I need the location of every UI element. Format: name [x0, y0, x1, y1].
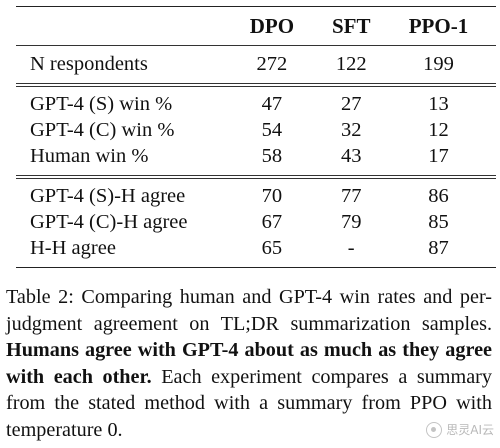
table-cell: 272	[256, 52, 288, 75]
table-cell: 43	[340, 144, 362, 167]
table-row: GPT-4 (C) win % 54 32 12	[6, 117, 492, 143]
table-row: GPT-4 (S) win % 47 27 13	[6, 91, 492, 117]
table-cell: 65	[261, 236, 283, 259]
caption-text: Table 2: Comparing human and GPT-4 win r…	[6, 286, 492, 335]
table-row: N respondents 272 122 199	[6, 51, 492, 77]
table-cell: 86	[428, 184, 449, 207]
table-header-row: DPO SFT PPO-1	[6, 11, 492, 41]
header-ppo1: PPO-1	[408, 13, 469, 38]
table-row: GPT-4 (S)-H agree 70 77 86	[6, 183, 492, 209]
row-label: GPT-4 (C)-H agree	[30, 210, 188, 233]
table-cell: 13	[428, 92, 449, 115]
caption-text-end: Each experiment compares a summary from …	[6, 365, 492, 441]
table-cell: 199	[423, 52, 454, 75]
table-row: GPT-4 (C)-H agree 67 79 85	[6, 209, 492, 235]
header-sft: SFT	[331, 13, 371, 38]
row-label: N respondents	[30, 52, 148, 75]
table-row: Human win % 58 43 17	[6, 143, 492, 169]
table-cell: 67	[261, 210, 283, 233]
caption-bold-text: Humans agree with GPT-4 about as much as…	[6, 339, 492, 388]
table-top-rule	[16, 6, 496, 7]
table-cell: 58	[261, 144, 283, 167]
table-cell: 87	[428, 236, 449, 259]
table-row: H-H agree 65 - 87	[6, 235, 492, 261]
table-caption: Table 2: Comparing human and GPT-4 win r…	[6, 284, 492, 444]
table-header-rule	[16, 45, 496, 46]
table-cell: 12	[428, 118, 449, 141]
table-cell: 79	[340, 210, 362, 233]
row-label: H-H agree	[30, 236, 116, 259]
table-cell: -	[347, 236, 355, 259]
row-label: GPT-4 (C) win %	[30, 118, 175, 141]
table-cell: 54	[261, 118, 283, 141]
table-cell: 32	[340, 118, 362, 141]
table-cell: 122	[335, 52, 367, 75]
row-label: GPT-4 (S) win %	[30, 92, 173, 115]
table-bottom-rule	[16, 267, 496, 268]
table-cell: 85	[428, 210, 449, 233]
results-table: DPO SFT PPO-1 N respondents 272 122 199 …	[6, 6, 496, 268]
watermark-text: 思灵AI云	[446, 423, 494, 437]
table-cell: 27	[340, 92, 362, 115]
table-group-rule	[16, 83, 496, 87]
table-group-rule	[16, 175, 496, 179]
table-cell: 47	[261, 92, 283, 115]
table-cell: 17	[428, 144, 449, 167]
watermark-logo-icon	[426, 421, 443, 438]
table-cell: 70	[261, 184, 283, 207]
row-label: Human win %	[30, 144, 149, 167]
row-label: GPT-4 (S)-H agree	[30, 184, 186, 207]
watermark: 思灵AI云	[426, 421, 494, 438]
table-cell: 77	[340, 184, 362, 207]
header-dpo: DPO	[249, 13, 295, 38]
